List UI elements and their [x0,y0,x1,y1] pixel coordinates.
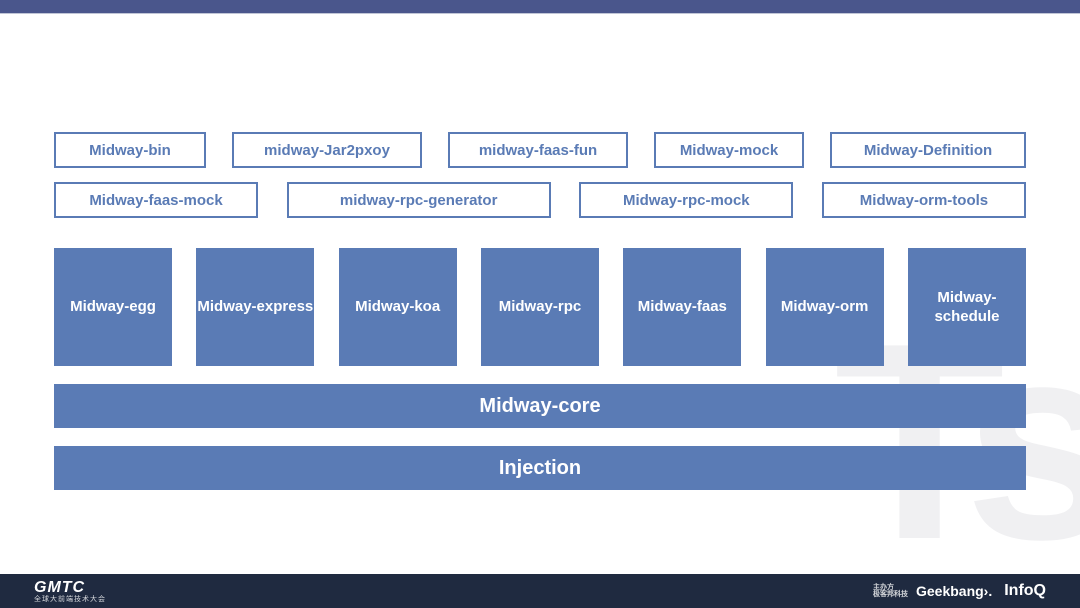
frameworks-row: Midway-eggMidway-expressMidway-koaMidway… [54,248,1026,366]
footer-left-logo: GMTC 全球大前端技术大会 [34,580,106,603]
injection-row: Injection [54,446,1026,490]
framework-box: Midway-express [196,248,314,366]
framework-box: Midway-rpc [481,248,599,366]
geekbang-logo: Geekbang›. [916,583,992,599]
tool-box: Midway-rpc-mock [579,182,793,218]
footer-bar: GMTC 全球大前端技术大会 主办方 极客邦科技 Geekbang›. Info… [0,574,1080,608]
framework-box: Midway-schedule [908,248,1026,366]
infoq-logo: InfoQ [1004,582,1046,600]
tools-row-2: Midway-faas-mock midway-rpc-generator Midw… [54,182,1026,218]
tool-box: Midway-mock [654,132,804,168]
gmtc-logo: GMTC [34,580,106,596]
gmtc-subtitle: 全球大前端技术大会 [34,596,106,603]
framework-box: Midway-orm [766,248,884,366]
sponsor-bottom: 极客邦科技 [873,591,908,598]
framework-box: Midway-koa [339,248,457,366]
tool-box: Midway-bin [54,132,206,168]
sponsor-top: 主办方 [873,584,908,591]
tool-box: midway-Jar2pxoy [232,132,422,168]
tool-box: midway-faas-fun [448,132,628,168]
top-bar [0,0,1080,14]
tool-box: Midway-Definition [830,132,1026,168]
tools-row-1: Midway-bin midway-Jar2pxoy midway-faas-fun… [54,132,1026,168]
midway-core-box: Midway-core [54,384,1026,428]
tool-box: Midway-orm-tools [822,182,1026,218]
footer-sponsor-label: 主办方 极客邦科技 [873,584,908,598]
tool-box: Midway-faas-mock [54,182,258,218]
framework-box: Midway-faas [623,248,741,366]
framework-box: Midway-egg [54,248,172,366]
core-row: Midway-core [54,384,1026,428]
tool-box: midway-rpc-generator [287,182,551,218]
footer-right: 主办方 极客邦科技 Geekbang›. InfoQ [873,582,1046,600]
injection-box: Injection [54,446,1026,490]
diagram-content: Ts Midway-binmidway-Jar2pxoymidway-faas-… [0,132,1080,490]
